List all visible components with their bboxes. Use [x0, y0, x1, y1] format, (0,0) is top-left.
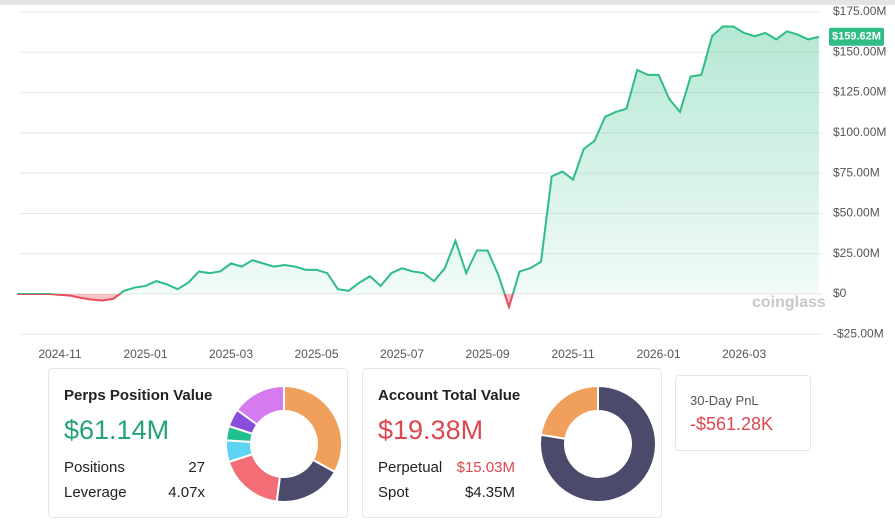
donut-segment: [235, 384, 285, 426]
x-tick-label: 2024-11: [38, 347, 81, 361]
account-card: Account Total Value $19.38M Perpetual $1…: [362, 368, 662, 518]
card-value: -$561.28K: [690, 414, 774, 434]
donut: [225, 384, 343, 503]
y-tick-label: $125.00M: [833, 85, 886, 99]
perps-card: Perps Position Value $61.14M Positions 2…: [48, 368, 348, 518]
x-tick-label: 2025-01: [123, 347, 167, 361]
y-tick-label: $50.00M: [833, 206, 880, 220]
x-tick-label: 2025-09: [466, 347, 510, 361]
chart: coinglass -$25.00M $0 $25.00M $50.00M $75.00…: [17, 4, 886, 361]
card-title: 30-Day PnL: [690, 393, 759, 408]
row-label: Perpetual: [378, 459, 443, 476]
y-tick-label: $75.00M: [833, 165, 880, 179]
row-label: Leverage: [64, 484, 127, 501]
row-label: Positions: [64, 459, 125, 476]
donut-segment: [275, 458, 337, 503]
row-value: $15.03M: [456, 459, 515, 476]
x-tick-label: 2026-01: [637, 347, 681, 361]
donut-segment: [539, 384, 657, 503]
card-value: $19.38M: [378, 415, 484, 445]
row-value: 27: [188, 459, 205, 476]
donut: [539, 384, 657, 503]
donut-segment: [539, 384, 599, 440]
row-label: Spot: [378, 484, 409, 501]
x-tick-label: 2025-07: [380, 347, 424, 361]
current-tag: [829, 27, 884, 46]
area-positive: [17, 26, 819, 295]
x-tick-label: 2025-05: [294, 347, 338, 361]
y-tick-label: $100.00M: [833, 125, 886, 139]
top-bar: [0, 0, 895, 5]
y-tick-label: $25.00M: [833, 246, 880, 260]
y-tick-label: $150.00M: [833, 44, 886, 58]
donut-segment: [227, 452, 281, 503]
card-title: Account Total Value: [378, 387, 521, 404]
row-value: $4.35M: [464, 484, 515, 501]
x-tick-label: 2025-03: [209, 347, 253, 361]
area-negative: [17, 294, 819, 307]
y-tick-label: -$25.00M: [833, 326, 884, 340]
x-tick-label: 2025-11: [552, 347, 595, 361]
card-title: Perps Position Value: [64, 387, 213, 404]
pnl-card: 30-Day PnL -$561.28K: [675, 375, 811, 451]
watermark: coinglass: [752, 294, 826, 311]
y-tick-label: $0: [833, 286, 847, 300]
row-value: 4.07x: [168, 484, 205, 501]
current-label: $159.62M: [832, 31, 881, 43]
x-tick-label: 2026-03: [722, 347, 766, 361]
line: [17, 25, 820, 295]
card-value: $61.14M: [64, 415, 170, 445]
y-tick-label: $175.00M: [833, 4, 886, 18]
